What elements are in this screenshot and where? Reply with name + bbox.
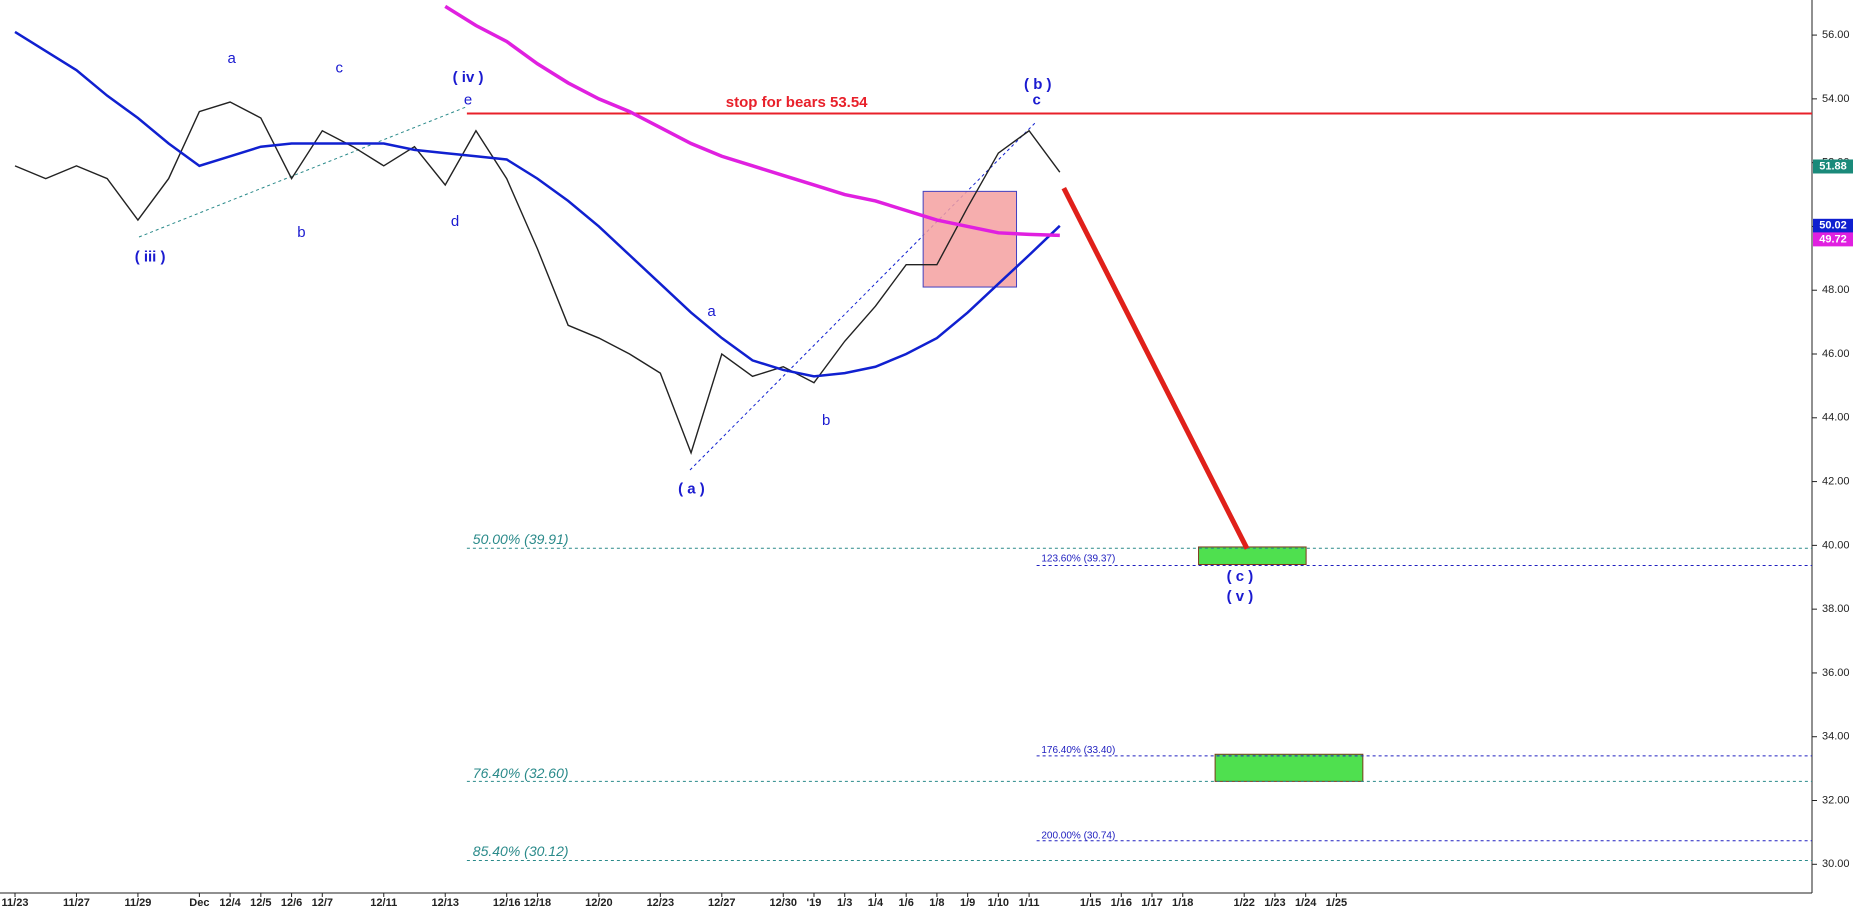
y-tick-label: 36.00 <box>1822 667 1850 679</box>
y-tick-label: 40.00 <box>1822 539 1850 551</box>
wave-label: ( a ) <box>678 480 705 497</box>
x-tick-label: 12/23 <box>647 897 675 909</box>
wave-label: ( iii ) <box>135 249 166 266</box>
x-tick-label: 12/6 <box>281 897 302 909</box>
level-label: 85.40% (30.12) <box>473 843 569 859</box>
x-tick-label: Dec <box>189 897 209 909</box>
x-tick-label: 1/8 <box>929 897 944 909</box>
target-zone <box>1198 546 1307 566</box>
x-tick-label: 1/4 <box>868 897 884 909</box>
x-tick-label: 12/27 <box>708 897 736 909</box>
y-tick-label: 46.00 <box>1822 348 1850 360</box>
x-tick-label: 1/18 <box>1172 897 1193 909</box>
y-tick-label: 56.00 <box>1822 29 1850 41</box>
series-line <box>14 101 1061 456</box>
y-tick-label: 48.00 <box>1822 284 1850 296</box>
wave-label: b <box>297 224 305 241</box>
level-label: 50.00% (39.91) <box>473 531 569 547</box>
x-tick-label: 1/15 <box>1080 897 1101 909</box>
x-tick-label: 1/10 <box>988 897 1009 909</box>
price-marker-label: 50.02 <box>1819 220 1847 232</box>
x-tick-label: 12/16 <box>493 897 521 909</box>
trend-line <box>689 121 1037 471</box>
x-tick-label: 12/20 <box>585 897 613 909</box>
level-label: 176.40% (33.40) <box>1041 745 1115 756</box>
projection-line <box>1061 187 1250 550</box>
level-label: 200.00% (30.74) <box>1041 830 1115 841</box>
x-tick-label: 12/13 <box>431 897 459 909</box>
x-tick-label: 11/23 <box>2 897 29 909</box>
y-tick-label: 34.00 <box>1822 731 1850 743</box>
x-tick-label: 1/9 <box>960 897 975 909</box>
y-tick-label: 32.00 <box>1822 794 1850 806</box>
x-tick-label: '19 <box>807 897 822 909</box>
x-tick-label: 1/16 <box>1111 897 1132 909</box>
x-tick-label: 12/7 <box>312 897 333 909</box>
y-tick-label: 54.00 <box>1822 93 1850 105</box>
x-tick-label: 12/5 <box>250 897 271 909</box>
x-tick-label: 1/17 <box>1141 897 1162 909</box>
x-tick-label: 12/30 <box>769 897 797 909</box>
trend-line <box>138 106 467 238</box>
x-tick-label: 12/18 <box>524 897 552 909</box>
y-tick-label: 44.00 <box>1822 412 1850 424</box>
y-tick-label: 30.00 <box>1822 858 1850 870</box>
x-tick-label: 1/11 <box>1019 897 1040 909</box>
y-tick-label: 42.00 <box>1822 475 1850 487</box>
price-marker-label: 51.88 <box>1819 160 1847 172</box>
wave-label: ( v ) <box>1227 588 1254 605</box>
wave-label: c <box>335 60 343 77</box>
price-marker <box>1813 232 1853 247</box>
series-line <box>14 30 1061 378</box>
price-marker <box>1813 218 1853 233</box>
x-tick-label: 12/11 <box>370 897 397 909</box>
wave-label: ( b ) <box>1024 76 1052 93</box>
x-tick-label: 1/23 <box>1264 897 1285 909</box>
price-marker <box>1813 159 1853 174</box>
x-tick-label: 11/29 <box>124 897 151 909</box>
wave-label: d <box>451 213 459 230</box>
wave-label: e <box>464 91 472 108</box>
level-label: 123.60% (39.37) <box>1041 554 1115 565</box>
x-tick-label: 1/3 <box>837 897 852 909</box>
x-tick-label: 1/22 <box>1233 897 1254 909</box>
level-label: 76.40% (32.60) <box>473 765 569 781</box>
price-marker-label: 49.72 <box>1819 233 1847 245</box>
x-tick-label: 1/24 <box>1295 897 1317 909</box>
y-tick-label: 38.00 <box>1822 603 1850 615</box>
x-tick-label: 1/6 <box>899 897 914 909</box>
wave-label: c <box>1032 91 1040 108</box>
target-zone <box>922 190 1018 288</box>
series-line <box>444 4 1060 238</box>
x-tick-label: 11/27 <box>63 897 90 909</box>
x-tick-label: 12/4 <box>219 897 241 909</box>
wave-label: b <box>822 412 830 429</box>
x-tick-label: 1/25 <box>1326 897 1347 909</box>
wave-label: ( c ) <box>1227 568 1254 585</box>
level-label: stop for bears 53.54 <box>726 94 868 111</box>
wave-label: ( iv ) <box>453 69 484 86</box>
wave-label: a <box>228 50 237 67</box>
target-zone <box>1214 753 1364 782</box>
wave-label: a <box>707 303 716 320</box>
